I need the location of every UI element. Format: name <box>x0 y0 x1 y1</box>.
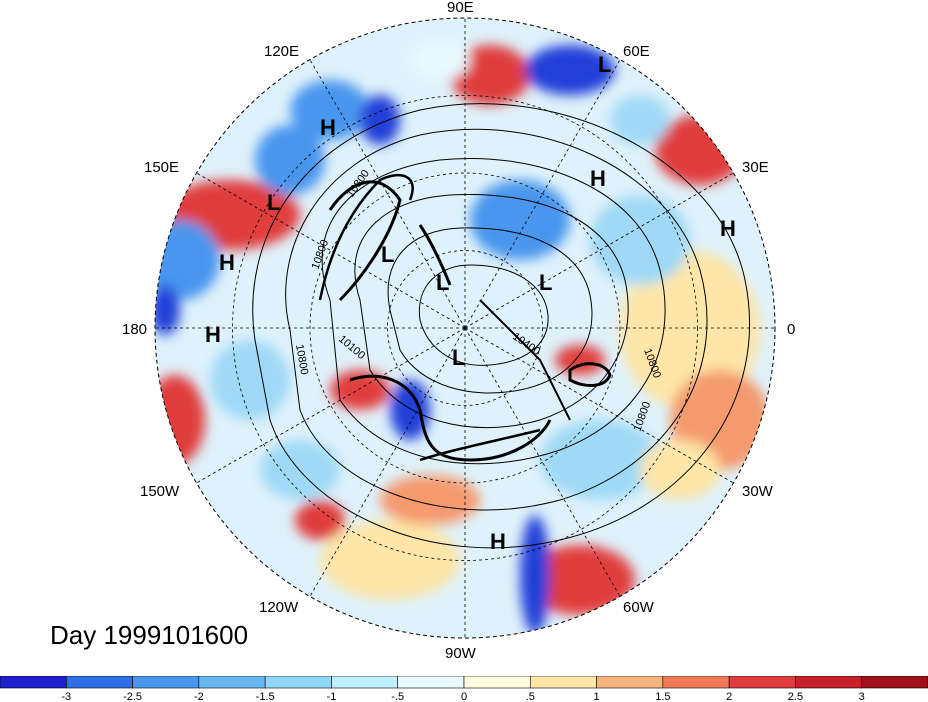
pressure-centers: L H L H H L L L H H L H <box>205 52 736 554</box>
high-center: H <box>490 529 506 554</box>
height-contours <box>252 103 750 549</box>
colorbar-tick-label: 1.5 <box>655 691 670 702</box>
high-center: H <box>205 322 221 347</box>
colorbar-box <box>529 676 597 689</box>
colorbar-box <box>463 676 531 689</box>
lon-label-30w: 30W <box>742 483 774 500</box>
colorbar-tick-label: -.5 <box>391 691 404 702</box>
colorbar-tick-label: 1 <box>594 691 600 702</box>
colorbar: -3 -2.5 -2 -1.5 -1 -.5 0 .5 1 1.5 2 2.5 3 <box>0 676 928 702</box>
lon-label-60w: 60W <box>623 599 655 616</box>
high-center: H <box>320 115 336 140</box>
colorbar-box <box>132 676 200 689</box>
lon-label-150e: 150E <box>144 159 179 176</box>
high-center: H <box>219 250 235 275</box>
anomaly-blob <box>260 440 340 500</box>
colorbar-tick-label: 0 <box>461 691 467 702</box>
meridian-line <box>464 59 621 329</box>
colorbar-box <box>0 676 67 689</box>
graticule <box>155 18 775 638</box>
anomaly-blob <box>590 195 690 285</box>
anomaly-blob <box>525 45 615 95</box>
colorbar-tick-label: 2 <box>726 691 732 702</box>
lon-label-30e: 30E <box>742 159 769 176</box>
colorbar-box <box>662 676 730 689</box>
anomaly-blob <box>255 125 325 195</box>
lon-label-180: 180 <box>122 321 147 338</box>
longitude-labels: 90E 60E 30E 0 30W 60W 90W 120W 150W 180 … <box>122 0 795 662</box>
anomaly-blob <box>390 380 430 440</box>
lon-label-90e: 90E <box>447 0 474 16</box>
colorbar-tick-label: -1 <box>327 691 337 702</box>
low-center: L <box>381 242 394 267</box>
low-center: L <box>452 345 465 370</box>
colorbar-tick-label: 2.5 <box>788 691 803 702</box>
colorbar-box <box>596 676 664 689</box>
lon-label-120w: 120W <box>259 599 299 616</box>
anomaly-blob <box>470 180 570 260</box>
lon-label-0: 0 <box>787 321 795 338</box>
anomaly-blob <box>320 520 460 600</box>
colorbar-box <box>795 676 863 689</box>
colorbar-tick-label: .5 <box>526 691 535 702</box>
meridian-line <box>309 59 466 329</box>
lon-label-90w: 90W <box>445 645 477 662</box>
colorbar-tick-label: 3 <box>859 691 865 702</box>
high-center: H <box>590 166 606 191</box>
anomaly-blob <box>360 95 400 145</box>
anomaly-blob <box>210 340 290 420</box>
meridian-line <box>196 327 466 484</box>
colorbar-box <box>264 676 332 689</box>
meridian-line <box>464 172 734 329</box>
anomaly-blob <box>155 220 220 300</box>
lon-label-150w: 150W <box>140 483 180 500</box>
lon-label-120e: 120E <box>264 43 299 60</box>
anomaly-blob <box>380 475 480 525</box>
meridian-line <box>464 327 621 597</box>
low-center: L <box>539 270 552 295</box>
anomaly-blob <box>410 40 470 80</box>
anomaly-blob <box>155 375 205 465</box>
anomaly-blob <box>610 95 670 145</box>
latitude-circle <box>232 95 698 561</box>
low-center: L <box>267 190 280 215</box>
latitude-circle <box>309 172 621 484</box>
contour-label: 10800 <box>293 343 310 375</box>
anomaly-blob <box>155 285 180 335</box>
low-center: L <box>598 52 611 77</box>
colorbar-box <box>397 676 465 689</box>
anomaly-blob <box>620 250 760 410</box>
meridian-line <box>464 327 734 484</box>
lon-label-60e: 60E <box>623 43 650 60</box>
colorbar-tick-label: -2.5 <box>123 691 142 702</box>
colorbar-box <box>331 676 399 689</box>
high-center: H <box>720 216 736 241</box>
anomaly-blob <box>520 515 550 635</box>
colorbar-tick-label: -1.5 <box>256 691 275 702</box>
anomaly-blob <box>555 345 605 375</box>
map-title: Day 1999101600 <box>50 620 249 650</box>
colorbar-tick-label: -3 <box>61 691 71 702</box>
colorbar-tick-label: -2 <box>194 691 204 702</box>
map-boundary <box>154 17 776 639</box>
colorbar-box <box>65 676 133 689</box>
anomaly-blob <box>290 80 370 140</box>
colorbar-box <box>198 676 266 689</box>
low-center: L <box>436 270 449 295</box>
colorbar-box <box>728 676 796 689</box>
latitude-circle <box>387 250 543 406</box>
polar-map: 10800 10800 10800 10100 10400 10800 1080… <box>122 0 795 662</box>
anomaly-blob <box>295 500 345 540</box>
meridian-line <box>309 327 466 597</box>
anomaly-blob <box>640 440 720 500</box>
anomaly-blob <box>525 545 635 615</box>
colorbar-box <box>861 676 928 689</box>
meridian-line <box>196 172 466 329</box>
anomaly-blob <box>540 420 660 500</box>
